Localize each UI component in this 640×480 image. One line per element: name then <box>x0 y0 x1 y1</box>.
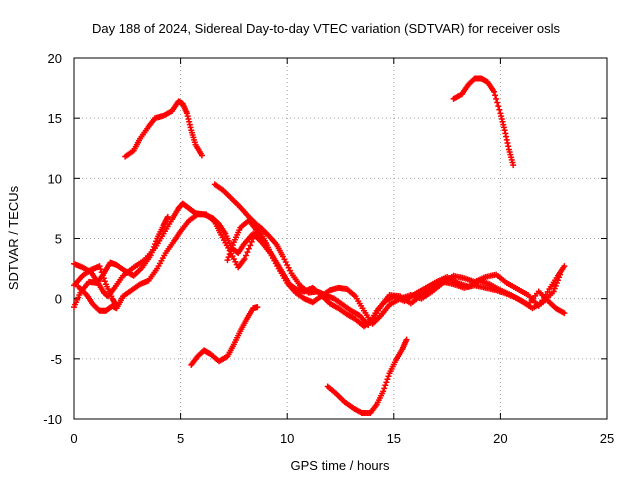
data-point <box>147 252 154 259</box>
series-2 <box>450 75 517 169</box>
data-point <box>510 162 517 169</box>
x-axis-label: GPS time / hours <box>291 458 390 473</box>
data-point <box>248 238 255 245</box>
y-tick-label: -5 <box>50 352 62 367</box>
data-point <box>551 285 558 292</box>
series-9 <box>224 217 269 264</box>
data-point <box>198 152 205 159</box>
data-point <box>491 88 498 95</box>
y-axis-label: SDTVAR / TECUs <box>6 185 21 290</box>
series-6 <box>71 213 171 311</box>
data-point <box>98 269 105 276</box>
y-tick-label: 20 <box>48 51 62 66</box>
data-point <box>150 243 157 250</box>
data-point <box>382 382 389 389</box>
data-point <box>164 213 171 220</box>
data-point <box>381 385 388 392</box>
y-tick-label: -10 <box>43 412 62 427</box>
data-point <box>113 302 120 309</box>
data-marks <box>71 75 568 416</box>
data-point <box>556 274 563 281</box>
data-point <box>99 272 106 279</box>
data-point <box>152 241 159 248</box>
data-point <box>494 99 501 106</box>
data-point <box>383 379 390 386</box>
data-point <box>148 249 155 256</box>
data-point <box>227 248 234 255</box>
data-point <box>101 278 108 285</box>
data-point <box>384 376 391 383</box>
series-1 <box>122 98 205 160</box>
data-point <box>554 277 561 284</box>
data-point <box>226 251 233 258</box>
data-point <box>245 245 252 252</box>
data-point <box>380 388 387 395</box>
chart-title: Day 188 of 2024, Sidereal Day-to-day VTE… <box>92 21 560 36</box>
data-point <box>100 275 107 282</box>
data-point <box>229 242 236 249</box>
data-point <box>97 266 104 273</box>
x-tick-label: 25 <box>600 431 614 446</box>
y-tick-label: 0 <box>55 292 62 307</box>
data-point <box>242 252 249 259</box>
grid-lines <box>74 58 607 419</box>
axis-ticks: 0 5 10 15 20 25 -10 -5 0 5 10 15 20 <box>43 51 614 446</box>
data-point <box>241 255 248 262</box>
data-point <box>496 106 503 113</box>
y-tick-label: 10 <box>48 171 62 186</box>
x-tick-label: 10 <box>280 431 294 446</box>
data-point <box>493 95 500 102</box>
data-point <box>495 103 502 110</box>
data-point <box>247 242 254 249</box>
data-point <box>153 238 160 245</box>
data-point <box>228 245 235 252</box>
data-point <box>262 240 269 247</box>
data-point <box>403 336 410 343</box>
y-tick-label: 15 <box>48 111 62 126</box>
y-tick-label: 5 <box>55 232 62 247</box>
data-point <box>561 263 568 270</box>
data-point <box>557 271 564 278</box>
data-point <box>492 92 499 99</box>
data-point <box>254 304 261 311</box>
x-tick-label: 0 <box>70 431 77 446</box>
series-7 <box>75 211 564 329</box>
series-4 <box>324 336 410 416</box>
series-10 <box>71 263 120 309</box>
x-tick-label: 15 <box>387 431 401 446</box>
x-tick-label: 20 <box>493 431 507 446</box>
data-point <box>96 263 103 270</box>
data-point <box>224 257 231 264</box>
data-point <box>385 373 392 380</box>
data-point <box>553 280 560 287</box>
data-point <box>552 282 559 289</box>
x-tick-label: 5 <box>177 431 184 446</box>
data-point <box>149 246 156 253</box>
data-point <box>225 254 232 261</box>
data-point <box>550 288 557 295</box>
plot-frame <box>73 57 608 420</box>
series-3 <box>188 304 261 368</box>
data-point <box>244 249 251 256</box>
data-point <box>561 310 568 317</box>
